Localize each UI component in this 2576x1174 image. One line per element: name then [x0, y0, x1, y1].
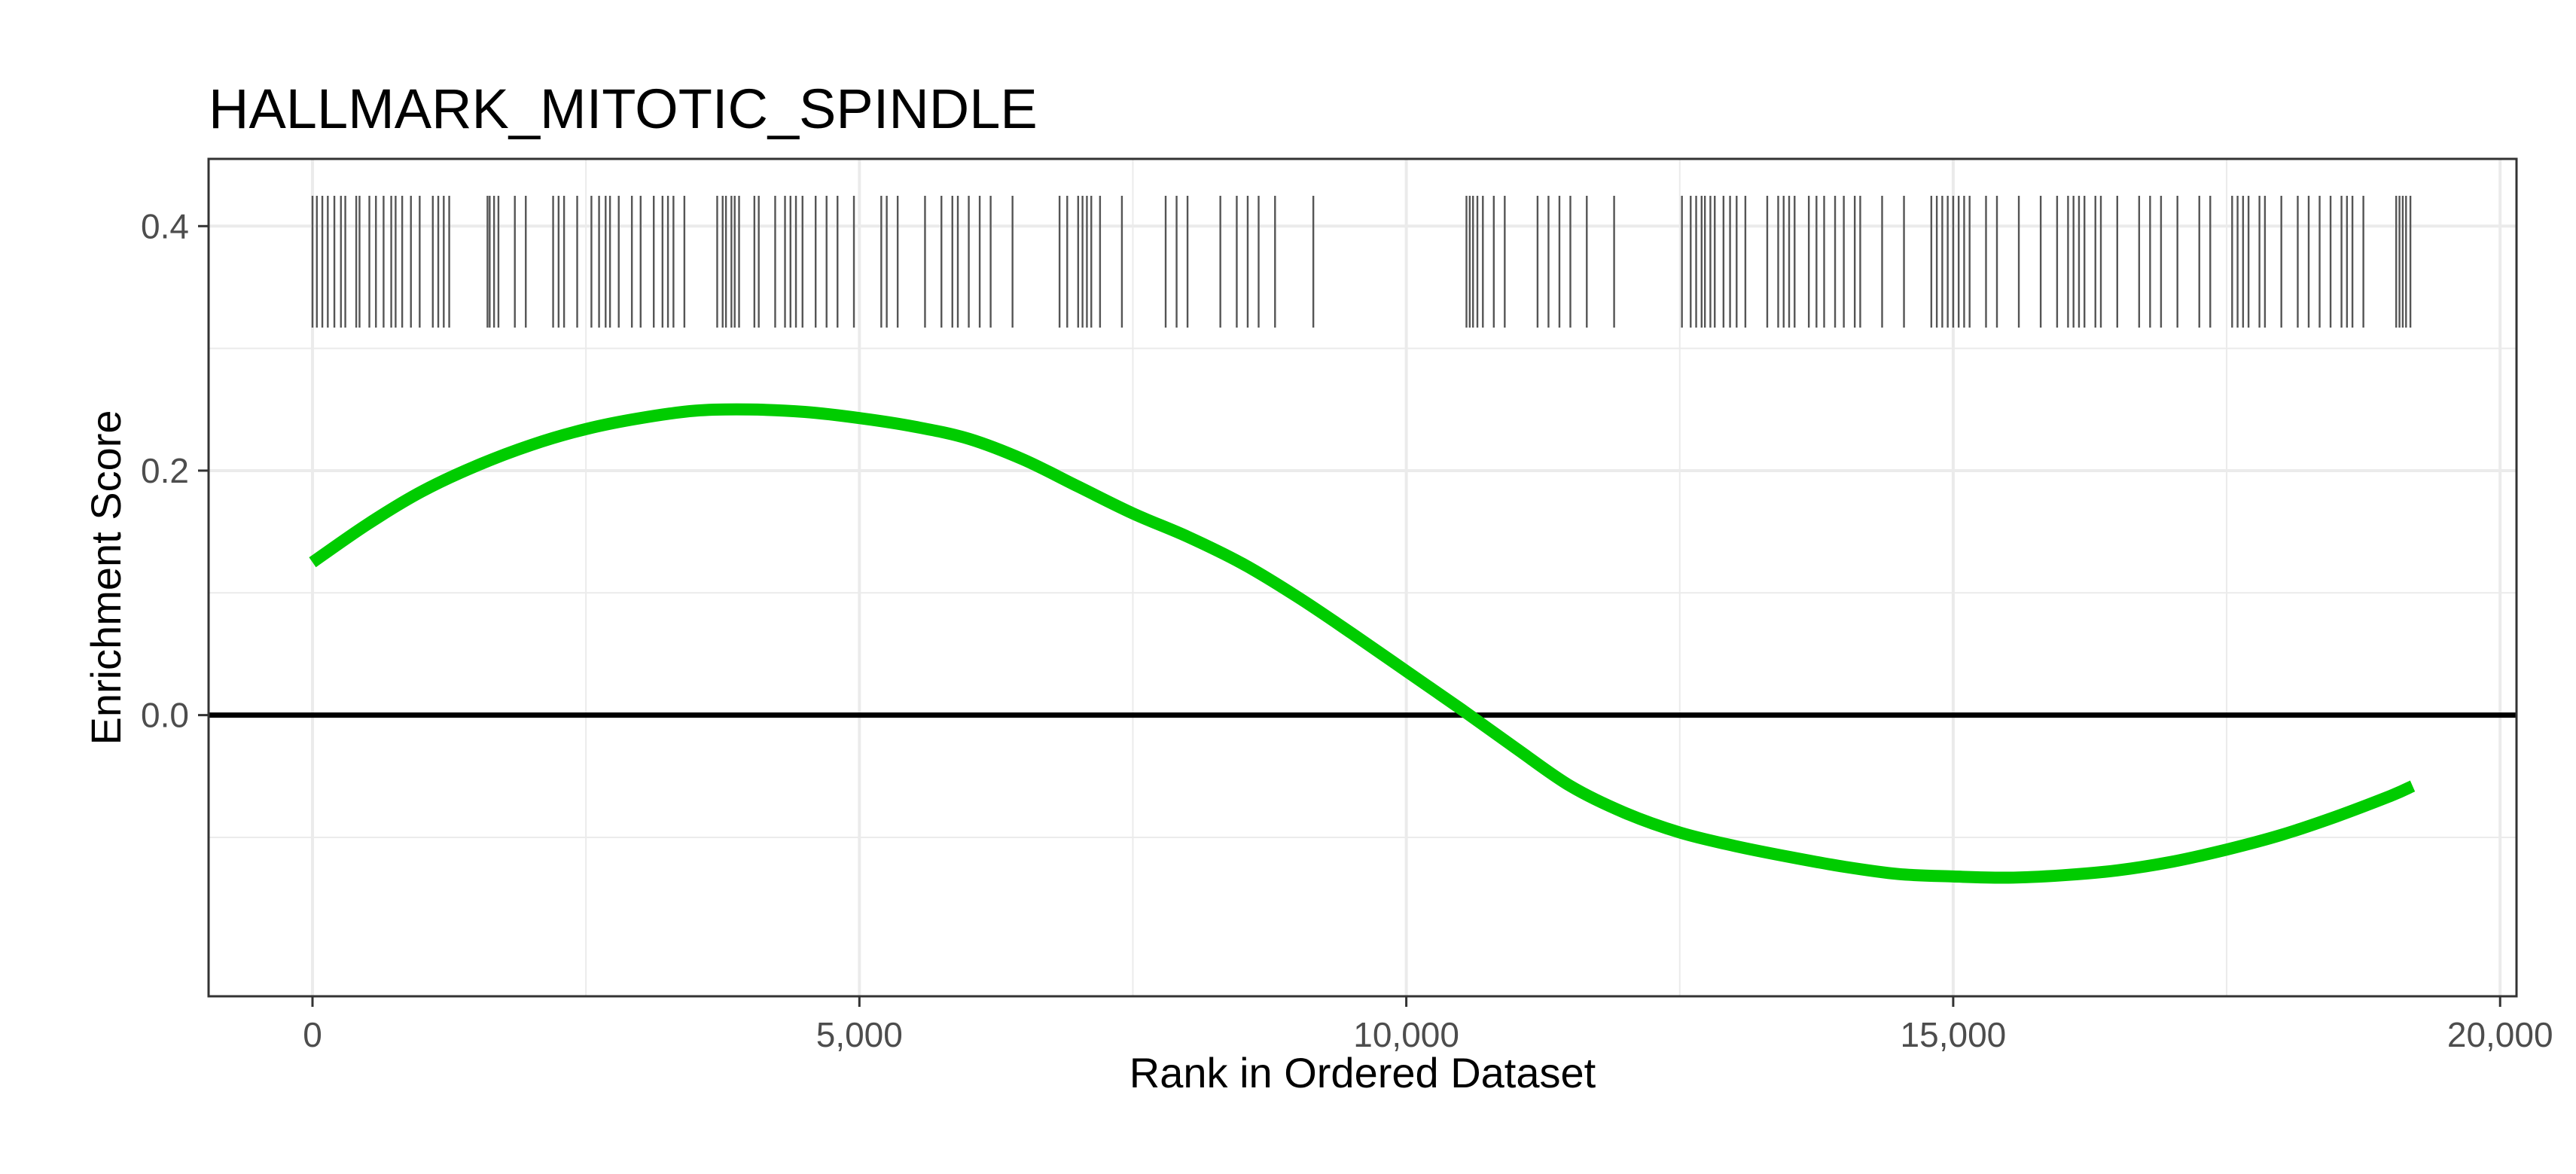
plot-panel-background — [209, 159, 2517, 996]
enrichment-score-curve — [309, 403, 2416, 884]
x-tick-label: 15,000 — [1901, 1015, 2007, 1054]
x-tick-label: 0 — [303, 1015, 322, 1054]
chart-title: HALLMARK_MITOTIC_SPINDLE — [209, 78, 1038, 140]
y-axis-label: Enrichment Score — [82, 410, 130, 745]
x-axis-label: Rank in Ordered Dataset — [1129, 1049, 1596, 1096]
axis-ticks: 0 5,000 10,000 15,000 20,000 0.0 0.2 0.4 — [141, 206, 2553, 1054]
x-tick-label: 20,000 — [2447, 1015, 2553, 1054]
y-tick-label: 0.2 — [141, 451, 189, 490]
y-tick-label: 0.0 — [141, 696, 189, 735]
plot-panel-border — [207, 157, 2518, 998]
gene-hit-ticks — [311, 196, 2412, 328]
x-tick-label: 10,000 — [1353, 1015, 1459, 1054]
x-tick-label: 5,000 — [816, 1015, 903, 1054]
y-tick-label: 0.4 — [141, 206, 189, 245]
